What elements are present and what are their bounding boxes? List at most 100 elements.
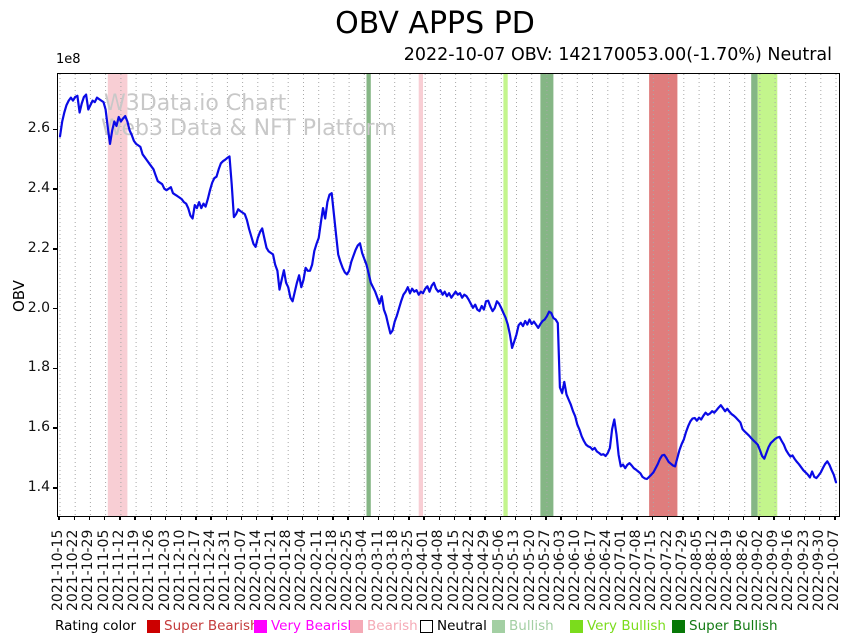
x-tick-mark	[362, 516, 364, 520]
x-tick-mark	[666, 516, 669, 520]
x-tick-mark	[58, 516, 60, 520]
x-tick-label-date: 2021-11-05	[95, 529, 112, 611]
y-tick-label: 2.0	[27, 299, 50, 316]
x-tick-label-date: 2021-12-24	[202, 529, 219, 611]
x-tick-label-date: 2022-09-16	[780, 529, 797, 611]
x-tick-label-date: 2022-09-02	[749, 529, 766, 611]
x-tick-label-date: 2021-11-26	[141, 529, 158, 611]
x-tick-label-date: 2022-07-08	[628, 529, 645, 611]
y-axis-offset-label: 1e8	[56, 52, 81, 67]
x-tick-label-date: 2021-10-22	[65, 529, 82, 611]
x-tick-mark	[484, 516, 486, 520]
x-tick-mark	[590, 516, 593, 520]
x-tick-label-date: 2022-05-06	[491, 529, 508, 611]
x-tick-mark	[164, 516, 167, 520]
legend-item-bullish: Bullish	[492, 618, 554, 634]
x-tick-label-date: 2022-04-01	[415, 529, 432, 611]
x-tick-label-date: 2021-12-17	[186, 529, 203, 611]
x-tick-label-date: 2022-02-11	[308, 529, 325, 611]
x-tick-mark	[834, 516, 836, 520]
x-tick-label-date: 2022-01-14	[247, 529, 264, 611]
x-tick-label-date: 2022-09-30	[810, 529, 827, 611]
x-tick-mark	[180, 516, 182, 520]
x-tick-label-date: 2022-07-22	[658, 529, 675, 611]
x-tick-label-date: 2022-05-27	[536, 529, 553, 611]
x-tick-mark	[393, 516, 395, 520]
x-tick-label-date: 2022-05-20	[521, 529, 538, 611]
y-tick-mark	[53, 427, 57, 429]
x-tick-label-date: 2021-10-29	[80, 529, 97, 611]
legend-swatch-icon	[350, 619, 363, 633]
legend-item-label: Super Bearish	[164, 618, 259, 634]
x-tick-mark	[134, 516, 136, 520]
x-tick-mark	[636, 516, 638, 520]
legend-item-bearish: Bearish	[350, 618, 418, 634]
y-tick-label: 2.2	[27, 239, 50, 256]
legend-swatch-icon	[254, 619, 267, 633]
legend-item-label: Bearish	[367, 618, 418, 634]
x-tick-mark	[621, 516, 623, 520]
x-tick-label-date: 2021-12-31	[217, 529, 234, 611]
y-tick-mark	[53, 128, 57, 131]
legend-item-label: Neutral	[437, 618, 487, 634]
y-tick-label: 1.4	[27, 478, 50, 495]
x-tick-label-date: 2022-04-15	[445, 529, 462, 611]
x-tick-label-date: 2022-06-03	[552, 529, 569, 611]
x-tick-mark	[469, 516, 471, 520]
x-tick-mark	[195, 516, 197, 520]
x-tick-mark	[408, 516, 410, 520]
x-tick-mark	[271, 516, 273, 520]
y-tick-label: 1.6	[27, 419, 50, 436]
x-tick-label-date: 2022-02-04	[293, 529, 310, 611]
x-tick-label-date: 2022-04-08	[430, 529, 447, 611]
x-tick-mark	[316, 516, 319, 520]
obv-series-line	[58, 93, 838, 484]
x-tick-label-date: 2022-06-17	[582, 529, 599, 611]
x-tick-label-date: 2022-03-11	[369, 529, 386, 611]
y-tick-mark	[53, 487, 57, 489]
x-tick-mark	[727, 516, 730, 520]
x-tick-label-date: 2022-02-25	[339, 529, 356, 611]
x-tick-label-date: 2022-09-09	[765, 529, 782, 611]
x-tick-label-date: 2022-03-25	[399, 529, 416, 611]
legend-swatch-icon	[492, 619, 505, 633]
x-tick-mark	[119, 516, 121, 520]
y-tick-mark	[53, 307, 57, 310]
x-tick-mark	[286, 516, 288, 520]
legend-item-neutral: Neutral	[420, 618, 487, 634]
x-tick-mark	[682, 516, 684, 520]
x-tick-label-date: 2022-06-24	[597, 529, 614, 611]
x-tick-label-date: 2022-01-21	[263, 529, 280, 611]
x-tick-mark	[529, 516, 532, 520]
x-tick-mark	[438, 516, 441, 520]
rating-band	[757, 74, 778, 516]
x-tick-mark	[773, 516, 775, 520]
x-tick-label-date: 2021-10-15	[50, 529, 66, 611]
legend-swatch-icon	[570, 619, 583, 633]
x-tick-label-date: 2022-07-15	[643, 529, 660, 611]
x-tick-mark	[88, 516, 91, 520]
y-tick-label: 1.8	[27, 359, 50, 376]
y-tick-mark	[53, 248, 57, 250]
legend-item-label: Bullish	[509, 618, 554, 634]
rating-band	[107, 74, 128, 516]
x-tick-mark	[377, 516, 380, 520]
x-tick-mark	[332, 516, 334, 520]
x-tick-label-date: 2022-02-18	[323, 529, 340, 611]
x-tick-mark	[545, 516, 547, 520]
legend-item-very-bearish: Very Bearish	[254, 618, 356, 634]
y-tick-mark	[53, 188, 57, 190]
rating-band	[418, 74, 423, 516]
x-tick-label-date: 2021-12-10	[171, 529, 188, 611]
y-tick-label: 2.4	[27, 180, 50, 197]
x-tick-mark	[697, 516, 699, 520]
rating-band	[751, 74, 758, 516]
legend-swatch-icon	[147, 619, 160, 633]
x-tick-mark	[606, 516, 608, 520]
x-tick-label-date: 2022-10-07	[826, 529, 842, 611]
plot-area[interactable]: W3Data.io Chart Web3 Data & NFT Platform	[57, 73, 840, 517]
x-tick-mark	[819, 516, 821, 520]
x-tick-mark	[423, 516, 425, 520]
x-tick-mark	[514, 516, 517, 520]
